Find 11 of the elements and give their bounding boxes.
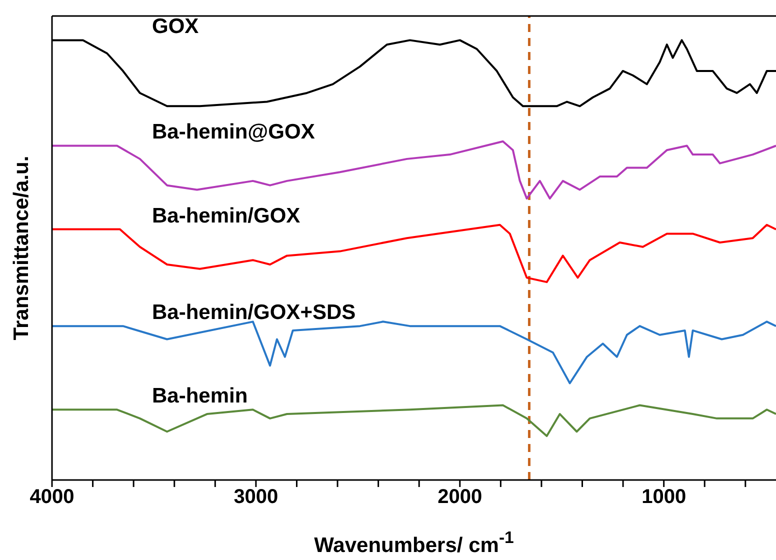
x-tick-label: 1000	[642, 486, 686, 508]
y-axis-title: Transmittance/a.u.	[10, 156, 33, 340]
series-label: Ba-hemin/GOX	[152, 204, 300, 228]
x-tick-label: 3000	[234, 486, 278, 508]
text: GOX	[152, 15, 199, 38]
x-tick-label: 2000	[438, 486, 482, 508]
x-tick-label: 4000	[30, 486, 74, 508]
x-axis-title: Wavenumbers/ cm$^{-1}$	[314, 528, 514, 557]
series-label: Ba-hemin@GOX	[152, 120, 315, 144]
series-label: Ba-hemin	[152, 384, 248, 408]
series-label: Ba-hemin/GOX+SDS	[152, 301, 356, 324]
